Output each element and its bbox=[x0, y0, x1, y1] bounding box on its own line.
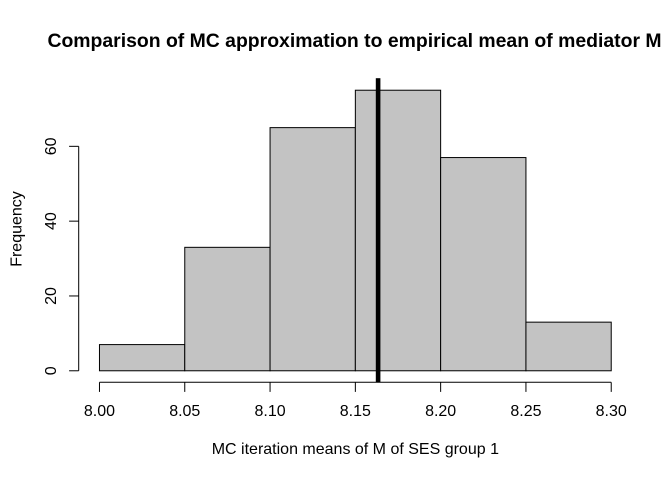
svg-text:8.15: 8.15 bbox=[340, 403, 371, 420]
svg-text:8.20: 8.20 bbox=[425, 403, 456, 420]
svg-text:0: 0 bbox=[43, 366, 60, 375]
svg-text:60: 60 bbox=[43, 137, 60, 155]
svg-text:MC iteration means of M of SES: MC iteration means of M of SES group 1 bbox=[212, 441, 499, 458]
svg-text:8.25: 8.25 bbox=[510, 403, 541, 420]
svg-text:8.30: 8.30 bbox=[596, 403, 627, 420]
svg-text:8.00: 8.00 bbox=[84, 403, 115, 420]
svg-text:8.05: 8.05 bbox=[169, 403, 200, 420]
svg-text:Frequency: Frequency bbox=[9, 191, 26, 267]
svg-text:Comparison of MC approximation: Comparison of MC approximation to empiri… bbox=[47, 30, 661, 52]
svg-text:20: 20 bbox=[43, 287, 60, 305]
svg-text:8.10: 8.10 bbox=[254, 403, 285, 420]
svg-text:40: 40 bbox=[43, 212, 60, 230]
